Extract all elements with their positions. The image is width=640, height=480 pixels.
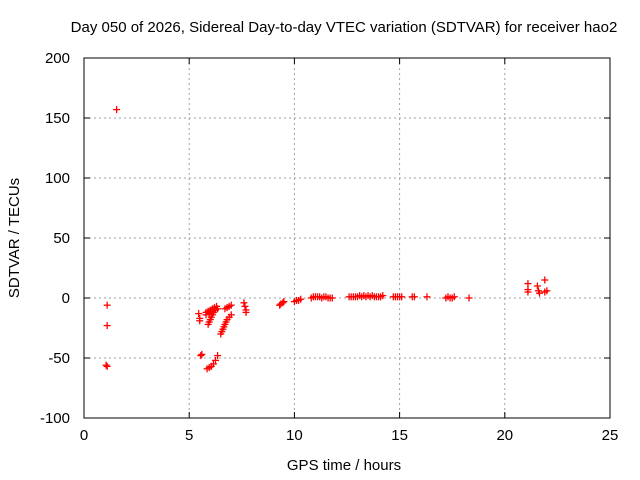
data-point (379, 292, 387, 300)
data-point (536, 289, 544, 297)
data-point (113, 106, 121, 114)
data-point (241, 302, 249, 310)
y-tick-label: 50 (53, 230, 70, 247)
x-tick-label: 15 (391, 427, 408, 444)
data-point (196, 317, 204, 325)
data-point (205, 310, 213, 318)
chart-title: Day 050 of 2026, Sidereal Day-to-day VTE… (71, 19, 618, 36)
data-point (280, 298, 288, 306)
data-point (541, 288, 549, 296)
data-point (209, 360, 217, 368)
y-tick-label: 0 (62, 290, 70, 307)
y-tick-label: 150 (45, 110, 70, 127)
data-point (297, 295, 305, 303)
data-point (423, 293, 431, 301)
data-point (524, 288, 532, 296)
data-point (541, 276, 549, 284)
data-points (102, 106, 551, 373)
data-point (214, 352, 222, 360)
data-point (328, 294, 336, 302)
y-tick-label: -100 (40, 410, 70, 427)
x-tick-label: 5 (185, 427, 193, 444)
data-point (214, 305, 222, 313)
data-point (242, 308, 250, 316)
y-tick-label: -50 (48, 350, 70, 367)
data-point (102, 361, 110, 369)
data-point (227, 301, 235, 309)
data-point (210, 306, 218, 314)
data-point (198, 350, 206, 358)
data-point (465, 294, 473, 302)
x-tick-label: 10 (286, 427, 303, 444)
data-point (398, 293, 406, 301)
x-axis-label: GPS time / hours (287, 457, 401, 474)
data-point (103, 301, 111, 309)
data-point (212, 356, 219, 364)
y-axis-label: SDTVAR / TECUs (6, 178, 23, 298)
data-point (524, 280, 532, 288)
x-tick-label: 20 (496, 427, 513, 444)
data-point (227, 311, 235, 319)
grid-layer (84, 58, 610, 418)
data-point (450, 293, 458, 301)
data-point (279, 299, 287, 307)
y-tick-label: 200 (45, 50, 70, 67)
data-point (197, 352, 205, 360)
data-point (195, 310, 203, 318)
axis-ticks: 0 5 10 15 20 25 -100 -50 0 50 100 150 200 (40, 50, 618, 444)
y-tick-label: 100 (45, 170, 70, 187)
x-tick-label: 0 (80, 427, 88, 444)
data-point (533, 282, 541, 290)
plot-frame (83, 57, 611, 419)
data-point (202, 311, 210, 319)
data-point (410, 293, 418, 301)
data-point (240, 299, 248, 307)
data-point (103, 362, 111, 370)
x-tick-label: 25 (602, 427, 619, 444)
data-point (103, 322, 111, 330)
